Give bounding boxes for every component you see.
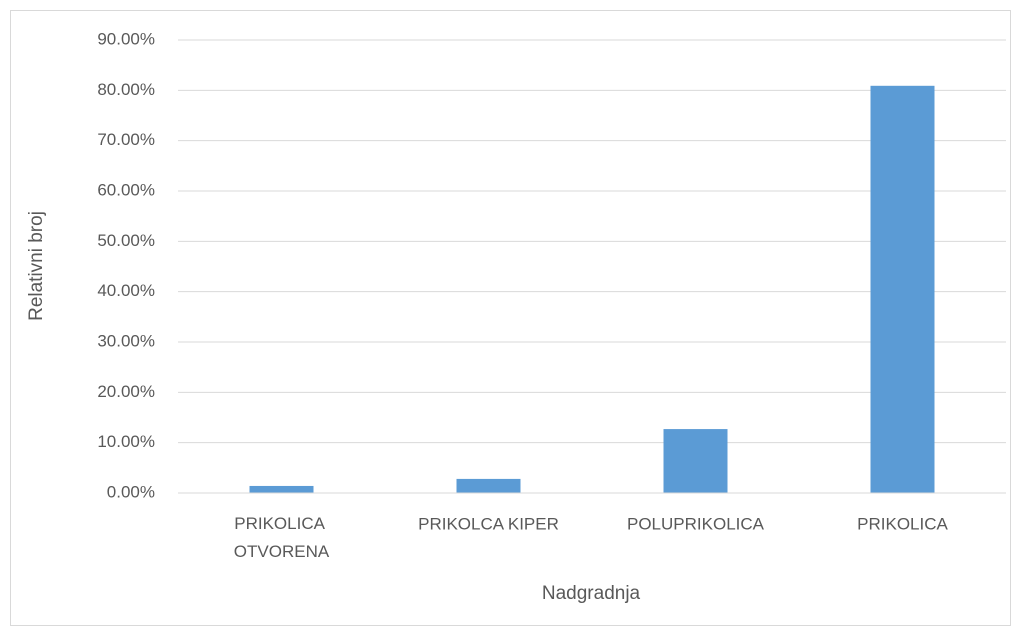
y-tick-label: 80.00%: [97, 80, 155, 99]
x-tick-label: PRIKOLICA: [857, 514, 948, 533]
x-tick-label: PRIKOLCA KIPER: [418, 514, 559, 533]
bar: [249, 485, 314, 493]
y-tick-label: 10.00%: [97, 432, 155, 451]
chart-border: [10, 10, 1011, 626]
bar: [870, 85, 935, 493]
y-tick-label: 50.00%: [97, 231, 155, 250]
x-tick-label: POLUPRIKOLICA: [627, 514, 765, 533]
y-tick-label: 20.00%: [97, 382, 155, 401]
y-tick-label: 60.00%: [97, 180, 155, 199]
y-tick-label: 30.00%: [97, 331, 155, 350]
x-tick-label: PRIKOLICA OTVORENA: [234, 514, 330, 561]
bar: [456, 478, 521, 493]
bar: [663, 429, 728, 493]
y-tick-label: 70.00%: [97, 130, 155, 149]
y-tick-label: 90.00%: [97, 29, 155, 48]
y-axis-title: Relativni broj: [26, 211, 47, 321]
y-tick-label: 40.00%: [97, 281, 155, 300]
y-tick-label: 0.00%: [107, 482, 155, 501]
x-axis-title: Nadgradnja: [542, 583, 641, 604]
